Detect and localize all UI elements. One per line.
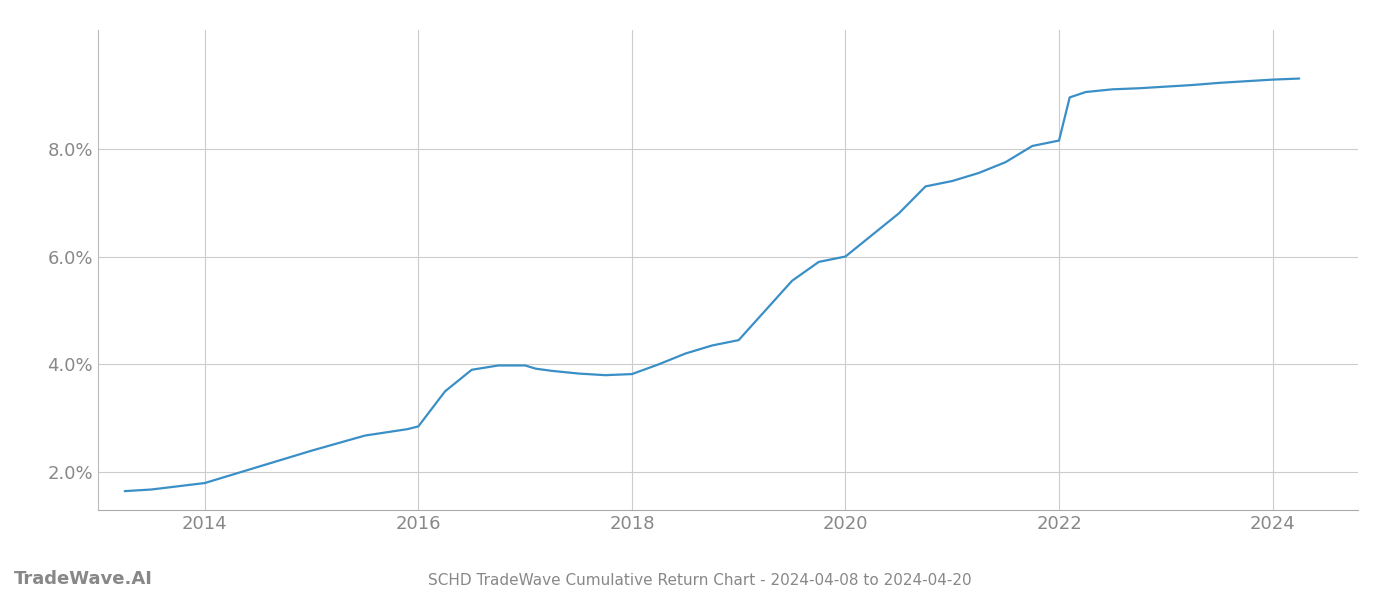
Text: TradeWave.AI: TradeWave.AI <box>14 570 153 588</box>
Text: SCHD TradeWave Cumulative Return Chart - 2024-04-08 to 2024-04-20: SCHD TradeWave Cumulative Return Chart -… <box>428 573 972 588</box>
